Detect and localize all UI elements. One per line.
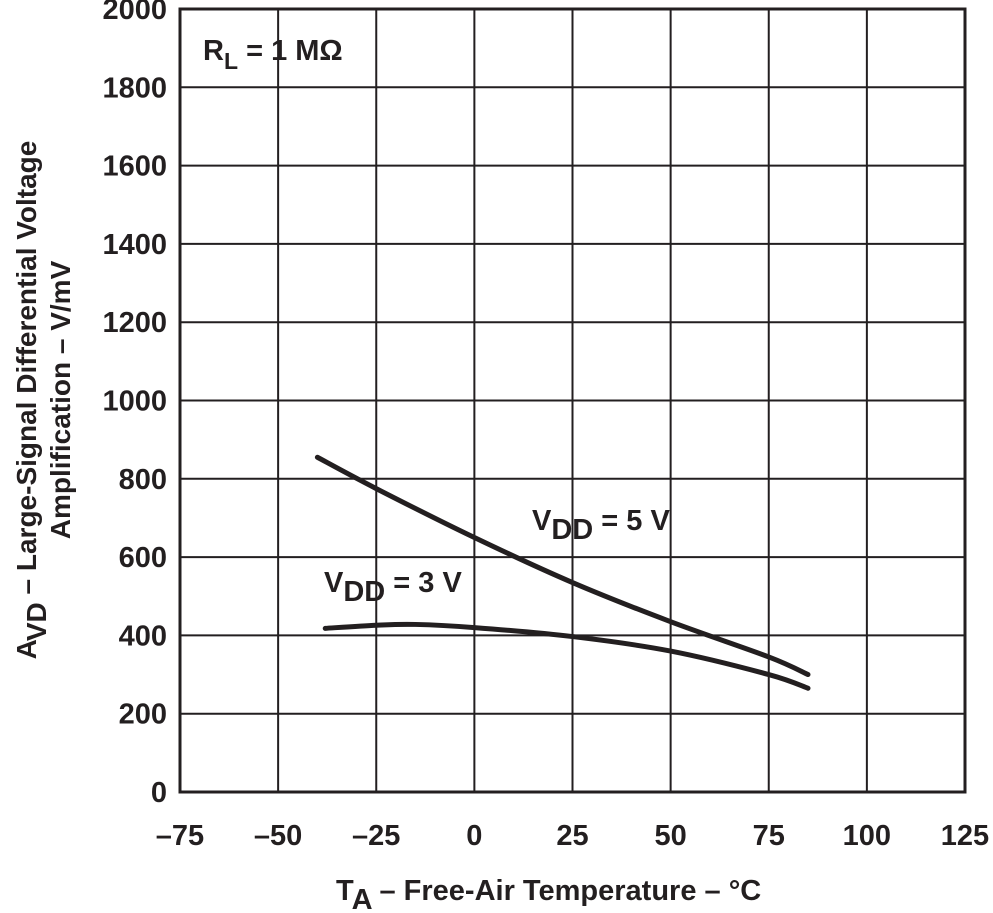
y-tick-label: 200 xyxy=(119,699,167,731)
y-axis-label: AVD – Large-Signal Differential Voltage … xyxy=(11,141,76,660)
series-label-5v: VDD = 5 V xyxy=(532,505,670,546)
y-tick-labels: 0 200 400 600 800 1000 1200 1400 1600 1800 2000 xyxy=(102,0,167,809)
x-tick-label: 100 xyxy=(843,820,891,852)
x-tick-label: 25 xyxy=(556,820,588,852)
y-tick-label: 400 xyxy=(119,620,167,652)
series-line-5v xyxy=(314,454,811,678)
y-axis-label-line2: Amplification – V/mV xyxy=(45,260,76,539)
y-tick-label: 1400 xyxy=(102,229,167,261)
x-axis-label: TA – Free-Air Temperature – °C xyxy=(336,875,761,913)
y-tick-label: 600 xyxy=(119,542,167,574)
y-tick-label: 1000 xyxy=(102,386,167,418)
y-tick-label: 1200 xyxy=(102,307,167,339)
x-tick-label: –25 xyxy=(352,820,400,852)
series-label-3v: VDD = 3 V xyxy=(324,567,462,608)
plot-frame xyxy=(178,7,967,794)
x-tick-label: 75 xyxy=(753,820,785,852)
x-tick-label: 125 xyxy=(941,820,989,852)
x-tick-labels: –75 –50 –25 0 25 50 75 100 125 xyxy=(156,820,989,852)
x-tick-label: 50 xyxy=(654,820,686,852)
annotation-rl: RL = 1 MΩ xyxy=(203,35,343,74)
grid xyxy=(180,9,965,792)
y-tick-label: 0 xyxy=(151,777,167,809)
series-line-3v xyxy=(322,621,811,691)
x-tick-label: –50 xyxy=(254,820,302,852)
x-tick-label: 0 xyxy=(466,820,482,852)
y-tick-label: 800 xyxy=(119,464,167,496)
y-tick-label: 1800 xyxy=(102,72,167,104)
y-tick-label: 2000 xyxy=(102,0,167,26)
y-tick-label: 1600 xyxy=(102,151,167,183)
series xyxy=(314,454,811,691)
x-tick-label: –75 xyxy=(156,820,204,852)
y-axis-label-line1: AVD – Large-Signal Differential Voltage xyxy=(11,141,52,660)
